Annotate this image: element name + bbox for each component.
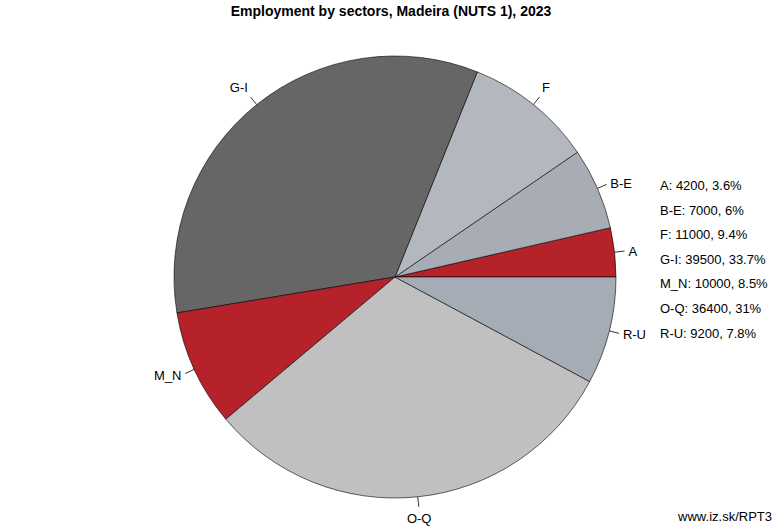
svg-text:M_N: M_N xyxy=(154,368,181,383)
html-text:M_N: 10000, 8.5%: M_N: 10000, 8.5% xyxy=(660,276,768,292)
html-text:Employment by sectors, Madeira: Employment by sectors, Madeira (NUTS 1),… xyxy=(230,3,552,19)
html-text:www.iz.sk/RPT3: www.iz.sk/RPT3 xyxy=(678,509,772,524)
svg-text:F: F xyxy=(542,80,550,95)
html-text:F: 11000, 9.4%: F: 11000, 9.4% xyxy=(660,227,748,243)
svg-text:A: A xyxy=(629,244,638,259)
svg-text:G-I: G-I xyxy=(230,80,248,95)
html-text:R-U: 9200, 7.8%: R-U: 9200, 7.8% xyxy=(660,325,757,341)
html-text:G-I: 39500, 33.7%: G-I: 39500, 33.7% xyxy=(660,251,766,267)
svg-text:O-Q: O-Q xyxy=(407,511,432,526)
svg-text:R-U: R-U xyxy=(623,327,646,342)
html-text:A: 4200, 3.6%: A: 4200, 3.6% xyxy=(660,178,742,193)
svg-text:B-E: B-E xyxy=(610,176,632,191)
html-text:B-E: 7000, 6%: B-E: 7000, 6% xyxy=(660,202,744,218)
html-text:O-Q: 36400, 31%: O-Q: 36400, 31% xyxy=(660,301,762,316)
